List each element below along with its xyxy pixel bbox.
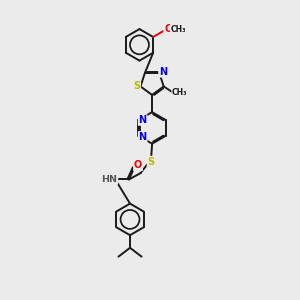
Text: S: S (148, 157, 154, 166)
Text: CH₃: CH₃ (171, 25, 186, 34)
Text: CH₃: CH₃ (172, 88, 188, 97)
Text: O: O (164, 24, 172, 34)
Text: O: O (134, 160, 142, 170)
Text: N: N (139, 132, 147, 142)
Text: N: N (159, 67, 167, 77)
Text: S: S (133, 82, 140, 92)
Text: N: N (139, 115, 147, 125)
Text: HN: HN (101, 175, 117, 184)
